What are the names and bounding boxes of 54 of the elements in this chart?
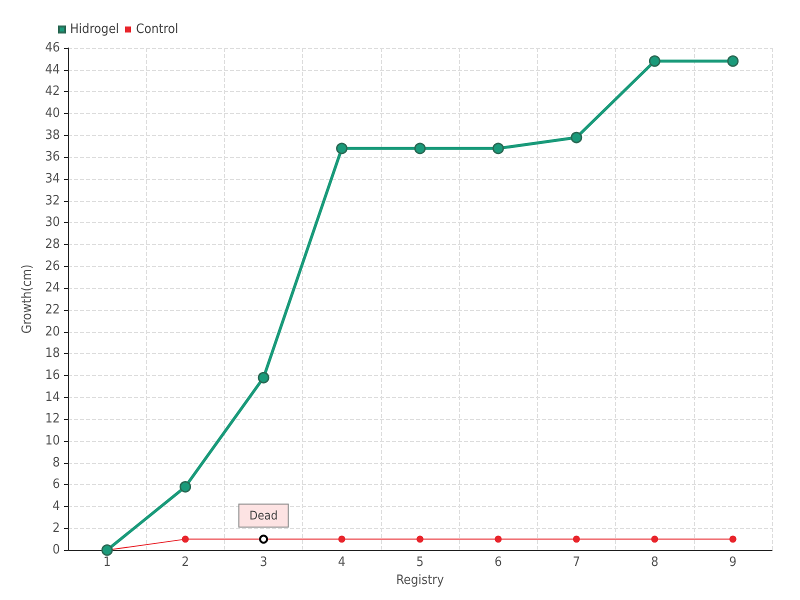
point — [336, 142, 348, 154]
point — [494, 536, 502, 543]
x-tick-label: 5 — [416, 555, 424, 570]
point — [727, 55, 739, 67]
y-tick-label: 10 — [45, 433, 60, 448]
x-tick-label: 8 — [650, 555, 658, 570]
y-tick-label: 8 — [52, 455, 60, 470]
y-tick-label: 32 — [45, 193, 60, 208]
point — [101, 544, 113, 556]
x-tick-label: 2 — [182, 555, 190, 570]
y-tick-label: 0 — [52, 542, 60, 558]
y-tick-label: 26 — [45, 258, 60, 274]
point — [492, 142, 504, 154]
y-tick-label: 38 — [45, 128, 60, 143]
y-tick-label: 46 — [45, 40, 60, 56]
y-tick-label: 36 — [45, 150, 60, 165]
x-tick-label: 3 — [260, 555, 268, 570]
point — [648, 55, 660, 67]
x-tick-label: 4 — [338, 555, 346, 570]
point — [338, 536, 346, 543]
x-tick-label: 1 — [103, 555, 111, 570]
x-tick-label: 9 — [729, 555, 737, 570]
y-tick-label: 18 — [45, 346, 60, 362]
legend-label: Hidrogel — [70, 22, 120, 37]
x-tick-label: 7 — [572, 555, 580, 570]
y-tick-label: 2 — [52, 520, 60, 536]
y-tick-label: 44 — [45, 62, 60, 78]
y-axis-title: Growth(cm) — [20, 264, 36, 334]
point — [651, 536, 658, 543]
y-tick-label: 20 — [45, 324, 60, 340]
y-tick-label: 12 — [45, 412, 60, 427]
x-tick-label: 6 — [494, 555, 502, 570]
point — [570, 132, 582, 144]
y-tick-label: 40 — [45, 106, 60, 121]
y-tick-label: 28 — [45, 236, 60, 252]
point — [258, 372, 270, 384]
y-tick-label: 6 — [52, 477, 60, 492]
y-tick-label: 24 — [45, 280, 60, 296]
y-tick-label: 4 — [52, 498, 60, 514]
y-tick-label: 42 — [45, 84, 60, 100]
point — [414, 142, 426, 154]
annotation: Dead — [249, 508, 278, 523]
point — [729, 536, 736, 543]
y-tick-label: 14 — [45, 390, 60, 405]
y-tick-label: 16 — [45, 368, 60, 383]
y-tick-label: 22 — [45, 302, 60, 318]
point — [416, 536, 424, 543]
y-tick-label: 30 — [45, 215, 60, 230]
legend-label: Control — [136, 22, 178, 37]
y-tick-label: 34 — [45, 171, 60, 186]
point — [180, 481, 192, 493]
point — [182, 536, 189, 543]
x-axis-title: Registry — [396, 573, 444, 588]
point — [572, 536, 580, 543]
